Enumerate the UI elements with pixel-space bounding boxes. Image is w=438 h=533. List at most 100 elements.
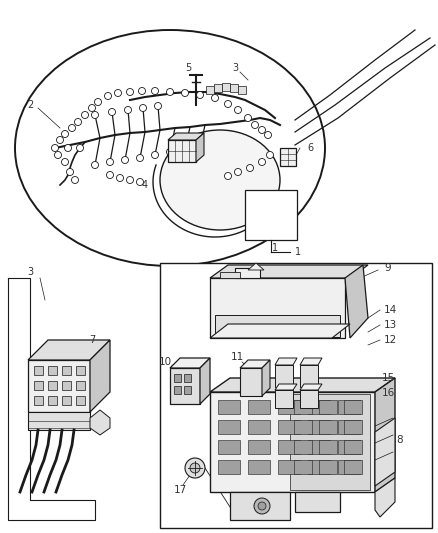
Bar <box>294 420 312 434</box>
Bar <box>238 86 246 94</box>
Circle shape <box>52 144 59 151</box>
Bar <box>160 263 432 528</box>
Bar <box>62 381 71 390</box>
Text: 11: 11 <box>230 352 244 362</box>
Bar <box>338 400 360 414</box>
Text: 3: 3 <box>27 267 33 277</box>
Bar <box>278 420 300 434</box>
Bar <box>248 460 270 474</box>
Bar <box>308 400 330 414</box>
Polygon shape <box>248 263 264 270</box>
Polygon shape <box>210 378 395 392</box>
Bar <box>344 440 362 454</box>
Polygon shape <box>262 360 270 396</box>
Bar <box>62 366 71 375</box>
Circle shape <box>225 101 232 108</box>
Bar <box>300 390 318 408</box>
Polygon shape <box>300 384 322 390</box>
Bar <box>275 390 293 408</box>
Bar <box>248 420 270 434</box>
Bar <box>218 400 240 414</box>
Circle shape <box>61 131 68 138</box>
Text: 1: 1 <box>272 243 278 253</box>
Bar <box>319 400 337 414</box>
Text: 10: 10 <box>159 357 172 367</box>
Bar <box>294 400 312 414</box>
Bar <box>222 83 230 91</box>
Bar <box>308 440 330 454</box>
Bar <box>308 460 330 474</box>
Circle shape <box>137 155 144 161</box>
Circle shape <box>251 122 258 128</box>
Circle shape <box>212 94 219 101</box>
Polygon shape <box>90 410 110 435</box>
Circle shape <box>139 104 146 111</box>
Bar <box>34 381 43 390</box>
Circle shape <box>137 179 144 185</box>
Circle shape <box>185 458 205 478</box>
Circle shape <box>124 107 131 114</box>
Circle shape <box>61 158 68 166</box>
Circle shape <box>106 158 113 166</box>
Circle shape <box>166 88 173 95</box>
Circle shape <box>64 144 71 151</box>
Circle shape <box>155 102 162 109</box>
Bar <box>34 366 43 375</box>
Circle shape <box>57 136 64 143</box>
Text: 2: 2 <box>27 100 33 110</box>
Bar <box>290 394 370 490</box>
Circle shape <box>68 125 75 132</box>
Bar <box>210 278 345 338</box>
Text: 3: 3 <box>232 63 238 73</box>
Circle shape <box>265 132 272 139</box>
Circle shape <box>54 151 61 158</box>
Circle shape <box>247 165 254 172</box>
Bar <box>344 460 362 474</box>
Bar <box>76 396 85 405</box>
Circle shape <box>197 144 204 151</box>
Bar <box>218 440 240 454</box>
Circle shape <box>92 111 99 118</box>
Bar <box>319 420 337 434</box>
Polygon shape <box>375 478 395 517</box>
Bar <box>245 190 297 240</box>
Bar <box>344 400 362 414</box>
Polygon shape <box>210 324 350 338</box>
Bar <box>174 374 181 382</box>
Bar <box>34 396 43 405</box>
Circle shape <box>197 92 204 99</box>
Bar <box>168 140 196 162</box>
Circle shape <box>67 168 74 175</box>
Text: 9: 9 <box>385 263 391 273</box>
Text: 8: 8 <box>397 435 403 445</box>
Bar <box>210 392 375 492</box>
Circle shape <box>225 173 232 180</box>
Polygon shape <box>275 358 297 365</box>
Bar <box>76 381 85 390</box>
Bar <box>338 420 360 434</box>
Bar <box>214 84 222 92</box>
Circle shape <box>106 172 113 179</box>
Bar <box>319 460 337 474</box>
Polygon shape <box>170 358 210 368</box>
Text: 12: 12 <box>383 335 397 345</box>
Polygon shape <box>235 268 260 278</box>
Bar <box>215 315 340 337</box>
Circle shape <box>152 87 159 94</box>
Polygon shape <box>300 358 322 365</box>
Bar <box>76 366 85 375</box>
Circle shape <box>127 88 134 95</box>
Polygon shape <box>230 492 290 520</box>
Bar <box>218 420 240 434</box>
Circle shape <box>81 111 88 118</box>
Text: 1: 1 <box>295 247 301 257</box>
Polygon shape <box>295 492 340 512</box>
Bar <box>28 360 90 412</box>
Bar <box>344 420 362 434</box>
Polygon shape <box>90 340 110 412</box>
Bar <box>248 400 270 414</box>
Circle shape <box>105 93 112 100</box>
Circle shape <box>190 463 200 473</box>
Text: 4: 4 <box>142 180 148 190</box>
Circle shape <box>109 109 116 116</box>
